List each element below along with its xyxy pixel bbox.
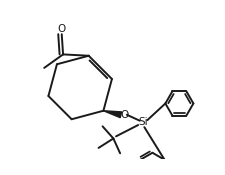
Text: Si: Si xyxy=(138,117,148,127)
Polygon shape xyxy=(104,111,122,118)
Text: O: O xyxy=(121,110,129,120)
Text: O: O xyxy=(58,24,66,34)
